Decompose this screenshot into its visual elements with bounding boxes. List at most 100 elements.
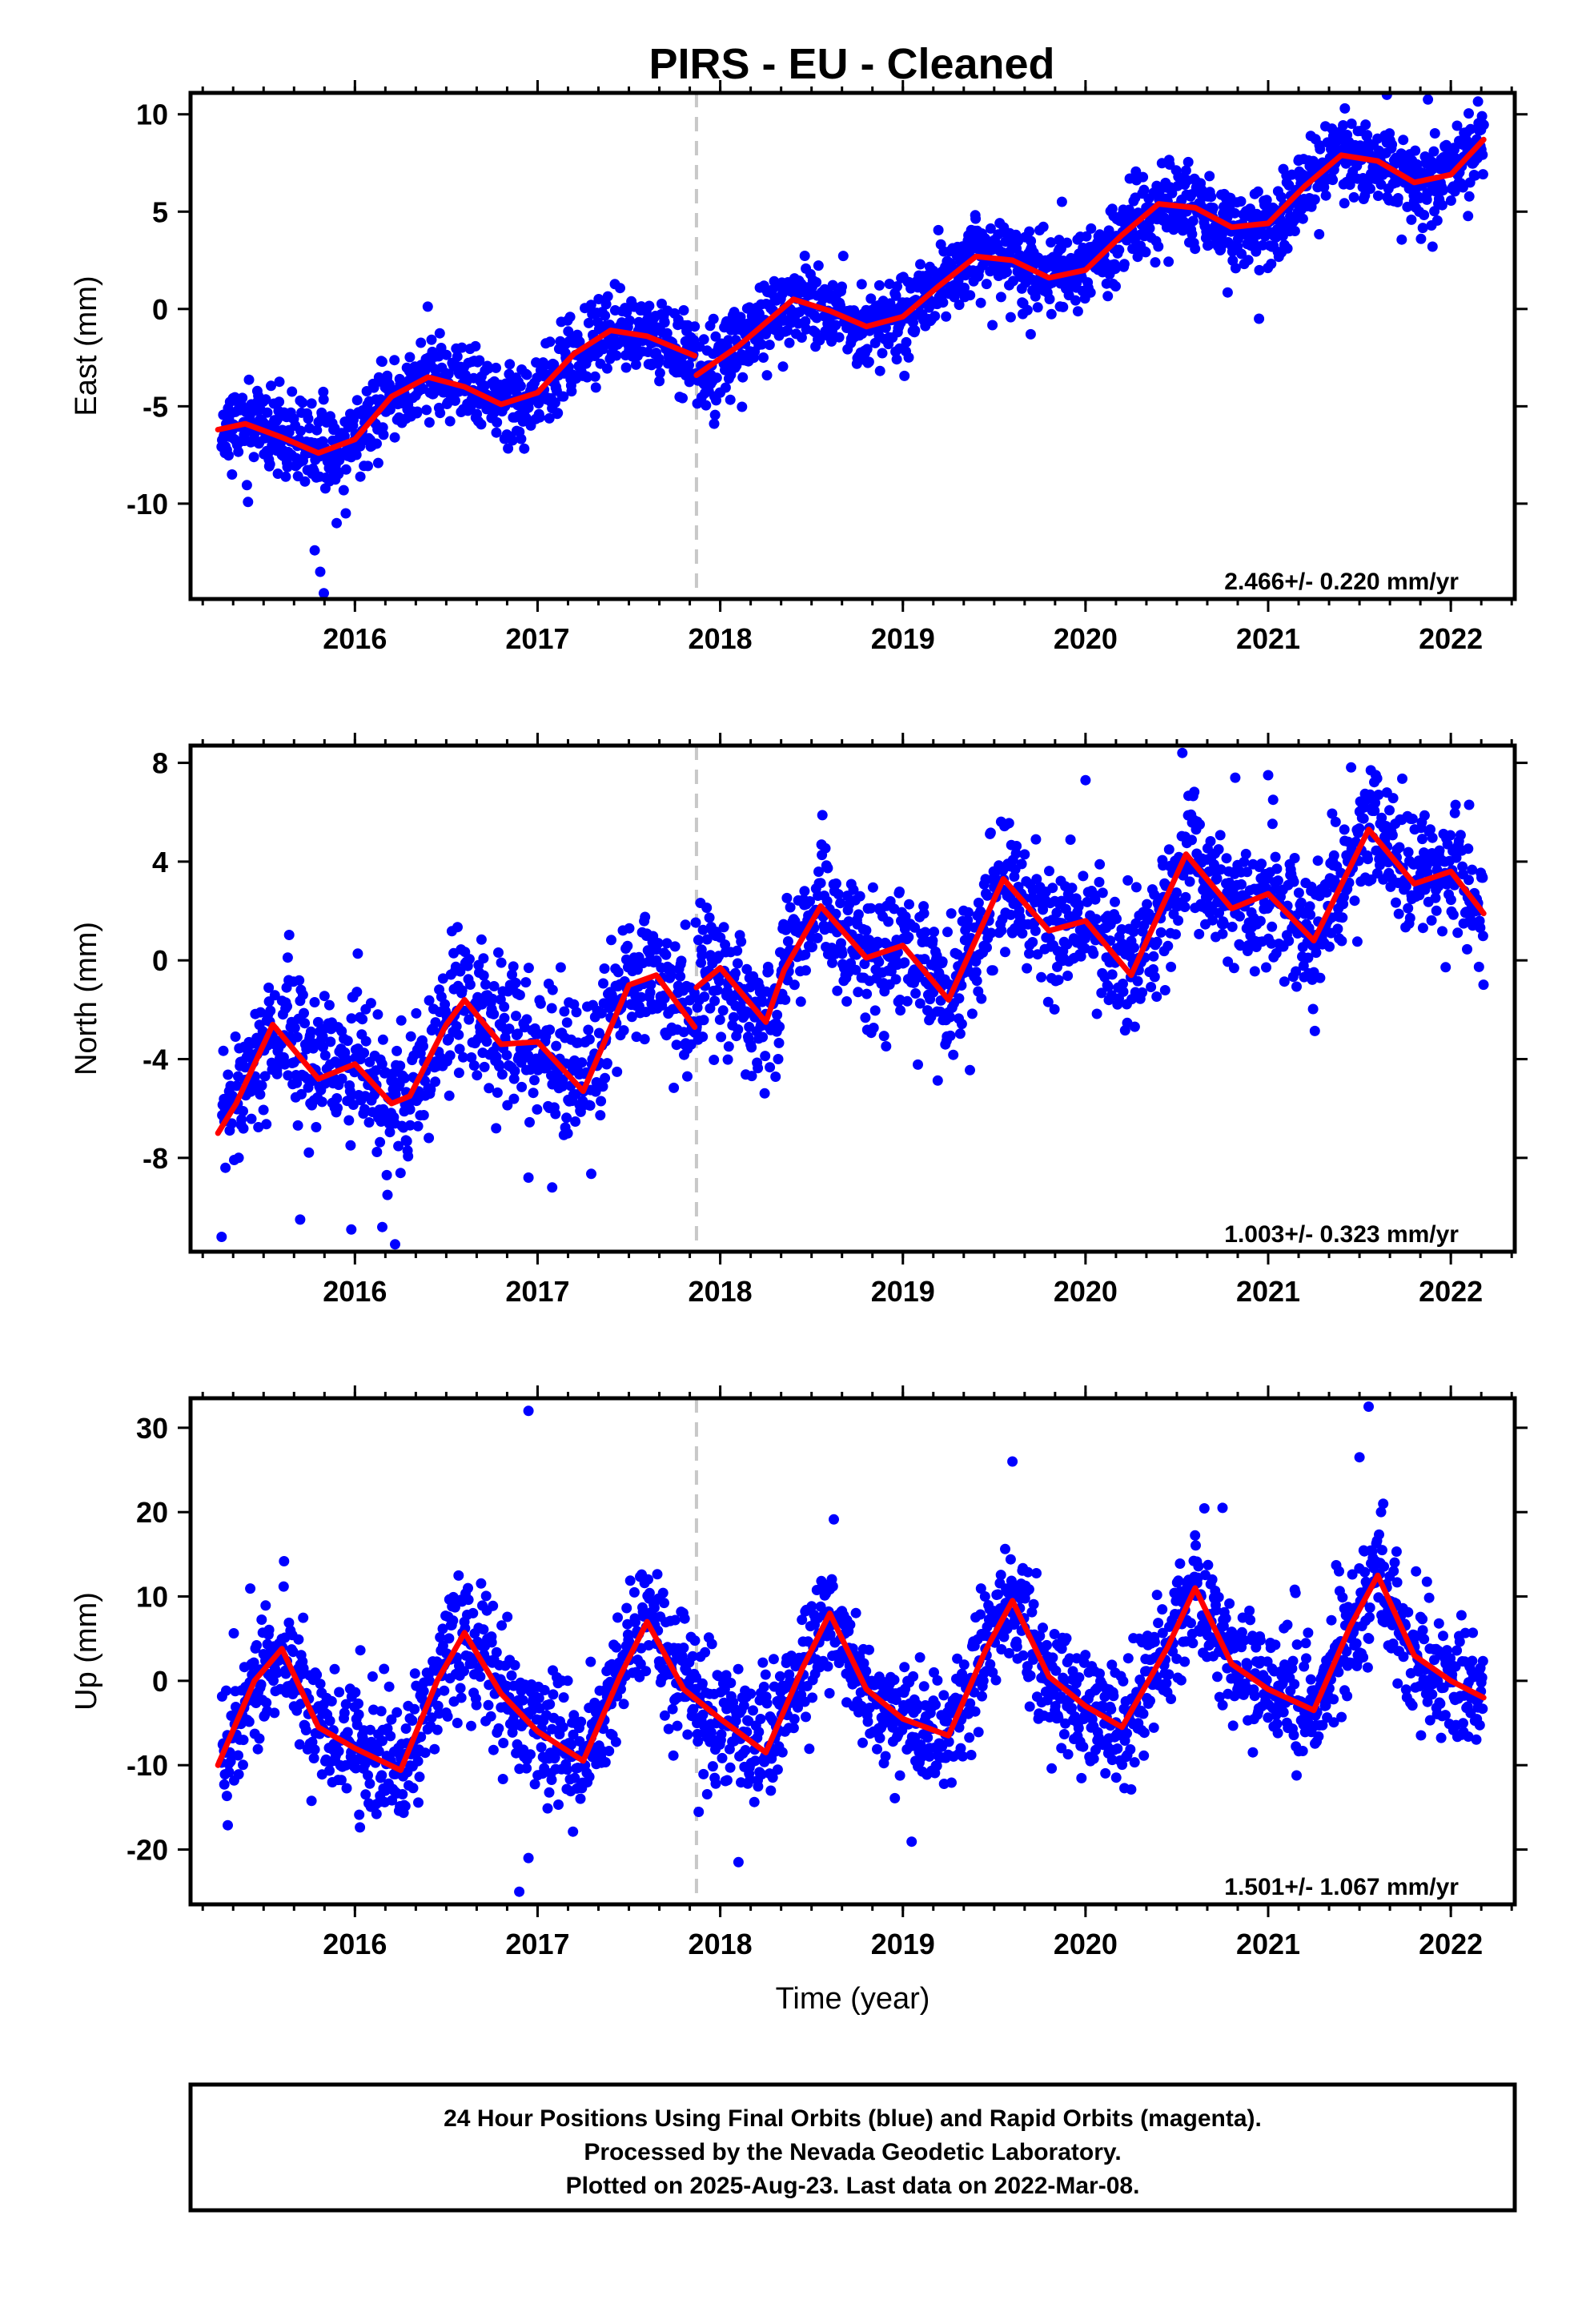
data-point xyxy=(262,407,273,418)
data-point xyxy=(523,402,534,413)
data-point xyxy=(900,911,911,923)
figure-title: PIRS - EU - Cleaned xyxy=(648,40,1054,88)
data-point xyxy=(1312,855,1323,866)
data-point xyxy=(1315,972,1326,983)
data-point xyxy=(680,919,691,931)
data-point xyxy=(1173,915,1184,926)
data-point xyxy=(1396,234,1407,245)
data-point xyxy=(251,1640,262,1651)
data-point xyxy=(1046,237,1057,248)
data-point xyxy=(456,985,468,996)
data-point xyxy=(340,1759,351,1771)
data-point xyxy=(1138,171,1149,183)
data-point xyxy=(1476,111,1488,122)
data-point xyxy=(351,987,363,998)
data-point xyxy=(243,374,255,385)
data-point xyxy=(942,927,953,938)
data-point xyxy=(784,337,795,348)
data-point xyxy=(965,290,976,301)
data-point xyxy=(746,1071,757,1082)
data-point xyxy=(480,979,491,990)
data-point xyxy=(239,1062,251,1073)
data-point xyxy=(993,229,1004,240)
data-point xyxy=(653,353,665,364)
data-point xyxy=(400,1072,410,1084)
x-tick-label: 2022 xyxy=(1419,622,1483,655)
data-point xyxy=(595,1110,606,1121)
data-point xyxy=(612,967,624,978)
data-point xyxy=(332,1103,343,1114)
data-point xyxy=(865,903,877,914)
data-point xyxy=(470,340,481,352)
data-point xyxy=(452,351,463,362)
data-point xyxy=(1434,845,1445,856)
data-point xyxy=(377,1034,388,1045)
data-point xyxy=(237,392,248,404)
data-point xyxy=(1204,171,1215,182)
data-point xyxy=(252,1743,263,1755)
data-point xyxy=(315,1679,326,1690)
data-point xyxy=(899,957,910,968)
data-point xyxy=(519,443,530,454)
plot-frame xyxy=(188,743,1517,1254)
data-point xyxy=(644,300,655,312)
data-point xyxy=(1150,257,1161,268)
data-point xyxy=(763,966,774,977)
data-point xyxy=(433,351,444,362)
data-point xyxy=(404,1104,416,1115)
data-point xyxy=(476,934,487,945)
data-point xyxy=(843,916,854,927)
data-point xyxy=(1211,873,1223,884)
data-point xyxy=(709,995,721,1007)
data-point xyxy=(1256,858,1267,870)
data-point xyxy=(1195,819,1205,830)
data-point xyxy=(1344,179,1355,191)
data-point xyxy=(932,1075,943,1086)
data-point xyxy=(395,1060,406,1072)
data-point xyxy=(1320,190,1331,201)
data-point xyxy=(400,1800,411,1811)
data-point xyxy=(416,337,427,348)
data-point xyxy=(266,380,276,392)
data-point xyxy=(1110,263,1121,275)
data-point xyxy=(1219,919,1230,930)
data-point xyxy=(722,1054,733,1065)
fit-line-segment-2 xyxy=(693,136,1487,378)
data-point xyxy=(909,922,921,933)
data-point xyxy=(455,966,466,977)
data-point xyxy=(294,1739,305,1750)
data-point xyxy=(817,810,828,821)
data-point xyxy=(811,277,822,287)
data-point xyxy=(612,1066,623,1077)
data-point xyxy=(1426,915,1437,926)
data-point xyxy=(1094,858,1106,870)
data-point xyxy=(941,311,952,322)
data-point xyxy=(355,471,366,482)
x-tick-label: 2019 xyxy=(871,622,935,655)
data-point xyxy=(520,977,532,988)
data-point xyxy=(1146,982,1157,992)
data-point xyxy=(1223,956,1234,967)
data-point xyxy=(483,1699,494,1711)
data-point xyxy=(1058,301,1069,312)
data-point xyxy=(377,1735,387,1747)
data-point xyxy=(1393,908,1404,919)
data-point xyxy=(491,362,501,373)
data-point xyxy=(744,302,755,313)
data-point xyxy=(982,942,992,953)
data-point xyxy=(758,352,769,363)
data-point xyxy=(1419,210,1430,220)
data-point xyxy=(927,935,938,947)
data-point xyxy=(561,1112,572,1124)
data-point xyxy=(795,996,806,1007)
data-point xyxy=(1271,947,1282,959)
outlier-point xyxy=(1025,328,1036,340)
data-point xyxy=(395,1168,406,1179)
data-point xyxy=(1477,872,1488,883)
data-point xyxy=(709,418,720,429)
data-point xyxy=(355,1822,366,1833)
data-point xyxy=(1309,1025,1320,1036)
data-point xyxy=(488,1008,500,1019)
data-point xyxy=(261,1697,272,1708)
data-point xyxy=(930,311,941,322)
